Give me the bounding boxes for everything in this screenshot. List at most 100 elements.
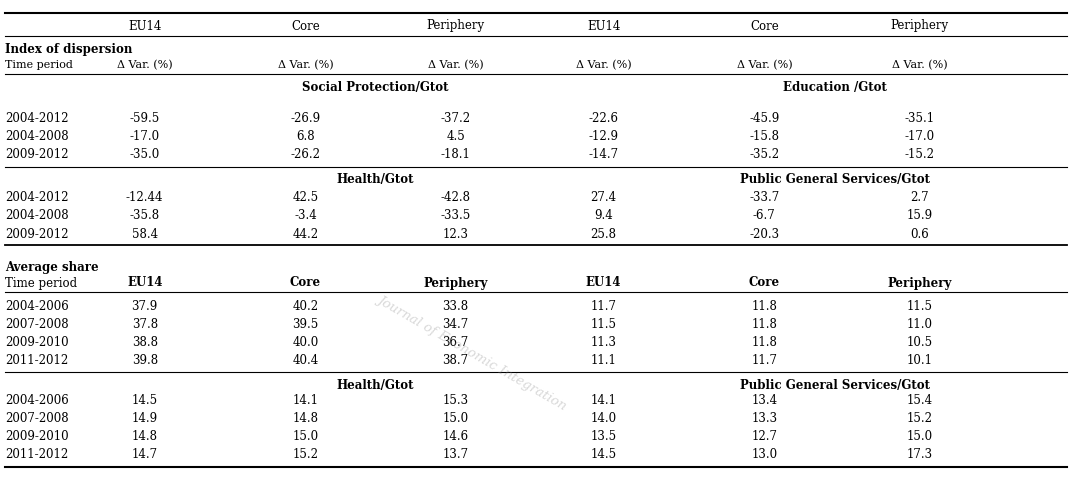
Text: 0.6: 0.6 (910, 227, 929, 240)
Text: Social Protection/Gtot: Social Protection/Gtot (302, 80, 448, 94)
Text: EU14: EU14 (586, 20, 621, 33)
Text: 9.4: 9.4 (594, 210, 613, 222)
Text: 36.7: 36.7 (443, 336, 468, 349)
Text: -33.5: -33.5 (441, 210, 471, 222)
Text: Core: Core (289, 277, 322, 290)
Text: Δ Var. (%): Δ Var. (%) (576, 60, 631, 70)
Text: 12.7: 12.7 (751, 431, 777, 444)
Text: 34.7: 34.7 (443, 317, 468, 330)
Text: 2004-2006: 2004-2006 (5, 394, 69, 407)
Text: -45.9: -45.9 (749, 112, 779, 125)
Text: 2009-2010: 2009-2010 (5, 336, 69, 349)
Text: Health/Gtot: Health/Gtot (337, 174, 414, 187)
Text: -26.2: -26.2 (291, 147, 321, 160)
Text: EU14: EU14 (585, 277, 622, 290)
Text: -14.7: -14.7 (589, 147, 619, 160)
Text: 2009-2012: 2009-2012 (5, 147, 69, 160)
Text: 44.2: 44.2 (293, 227, 318, 240)
Text: Periphery: Periphery (891, 20, 949, 33)
Text: 40.2: 40.2 (293, 299, 318, 312)
Text: 14.7: 14.7 (132, 449, 158, 461)
Text: 2007-2008: 2007-2008 (5, 317, 69, 330)
Text: 11.8: 11.8 (751, 317, 777, 330)
Text: Δ Var. (%): Δ Var. (%) (117, 60, 173, 70)
Text: 11.7: 11.7 (591, 299, 616, 312)
Text: 2011-2012: 2011-2012 (5, 354, 69, 367)
Text: 4.5: 4.5 (446, 129, 465, 142)
Text: 15.2: 15.2 (907, 412, 933, 426)
Text: 33.8: 33.8 (443, 299, 468, 312)
Text: 10.1: 10.1 (907, 354, 933, 367)
Text: -15.2: -15.2 (905, 147, 935, 160)
Text: -22.6: -22.6 (589, 112, 619, 125)
Text: 42.5: 42.5 (293, 192, 318, 205)
Text: 14.8: 14.8 (293, 412, 318, 426)
Text: Core: Core (292, 20, 319, 33)
Text: 2004-2008: 2004-2008 (5, 129, 69, 142)
Text: Health/Gtot: Health/Gtot (337, 378, 414, 391)
Text: -12.44: -12.44 (126, 192, 163, 205)
Text: 11.8: 11.8 (751, 299, 777, 312)
Text: 10.5: 10.5 (907, 336, 933, 349)
Text: 11.7: 11.7 (751, 354, 777, 367)
Text: 27.4: 27.4 (591, 192, 616, 205)
Text: 2004-2006: 2004-2006 (5, 299, 69, 312)
Text: 2009-2012: 2009-2012 (5, 227, 69, 240)
Text: Time period: Time period (5, 277, 77, 290)
Text: 2004-2012: 2004-2012 (5, 192, 69, 205)
Text: Periphery: Periphery (423, 277, 488, 290)
Text: 25.8: 25.8 (591, 227, 616, 240)
Text: 11.8: 11.8 (751, 336, 777, 349)
Text: 6.8: 6.8 (296, 129, 315, 142)
Text: Δ Var. (%): Δ Var. (%) (428, 60, 483, 70)
Text: 39.5: 39.5 (293, 317, 318, 330)
Text: 14.0: 14.0 (591, 412, 616, 426)
Text: 2004-2012: 2004-2012 (5, 112, 69, 125)
Text: 11.3: 11.3 (591, 336, 616, 349)
Text: Public General Services/Gtot: Public General Services/Gtot (740, 174, 930, 187)
Text: 40.0: 40.0 (293, 336, 318, 349)
Text: -18.1: -18.1 (441, 147, 471, 160)
Text: 14.6: 14.6 (443, 431, 468, 444)
Text: 14.1: 14.1 (591, 394, 616, 407)
Text: -35.8: -35.8 (130, 210, 160, 222)
Text: 38.8: 38.8 (132, 336, 158, 349)
Text: 17.3: 17.3 (907, 449, 933, 461)
Text: -20.3: -20.3 (749, 227, 779, 240)
Text: Average share: Average share (5, 261, 99, 274)
Text: EU14: EU14 (128, 20, 162, 33)
Text: 11.5: 11.5 (591, 317, 616, 330)
Text: 15.3: 15.3 (443, 394, 468, 407)
Text: 14.5: 14.5 (591, 449, 616, 461)
Text: 37.9: 37.9 (132, 299, 158, 312)
Text: 13.3: 13.3 (751, 412, 777, 426)
Text: 13.4: 13.4 (751, 394, 777, 407)
Text: -37.2: -37.2 (441, 112, 471, 125)
Text: 2007-2008: 2007-2008 (5, 412, 69, 426)
Text: Journal of Economic Integration: Journal of Economic Integration (375, 292, 568, 412)
Text: 14.9: 14.9 (132, 412, 158, 426)
Text: 15.4: 15.4 (907, 394, 933, 407)
Text: -35.1: -35.1 (905, 112, 935, 125)
Text: Periphery: Periphery (427, 20, 485, 33)
Text: 15.2: 15.2 (293, 449, 318, 461)
Text: -42.8: -42.8 (441, 192, 471, 205)
Text: Public General Services/Gtot: Public General Services/Gtot (740, 378, 930, 391)
Text: 11.5: 11.5 (907, 299, 933, 312)
Text: 11.0: 11.0 (907, 317, 933, 330)
Text: -35.0: -35.0 (130, 147, 160, 160)
Text: Core: Core (748, 277, 780, 290)
Text: 39.8: 39.8 (132, 354, 158, 367)
Text: Core: Core (750, 20, 778, 33)
Text: Index of dispersion: Index of dispersion (5, 43, 133, 56)
Text: Δ Var. (%): Δ Var. (%) (736, 60, 792, 70)
Text: -17.0: -17.0 (130, 129, 160, 142)
Text: EU14: EU14 (126, 277, 163, 290)
Text: 14.5: 14.5 (132, 394, 158, 407)
Text: 2009-2010: 2009-2010 (5, 431, 69, 444)
Text: 12.3: 12.3 (443, 227, 468, 240)
Text: -35.2: -35.2 (749, 147, 779, 160)
Text: 11.1: 11.1 (591, 354, 616, 367)
Text: -33.7: -33.7 (749, 192, 779, 205)
Text: 15.0: 15.0 (443, 412, 468, 426)
